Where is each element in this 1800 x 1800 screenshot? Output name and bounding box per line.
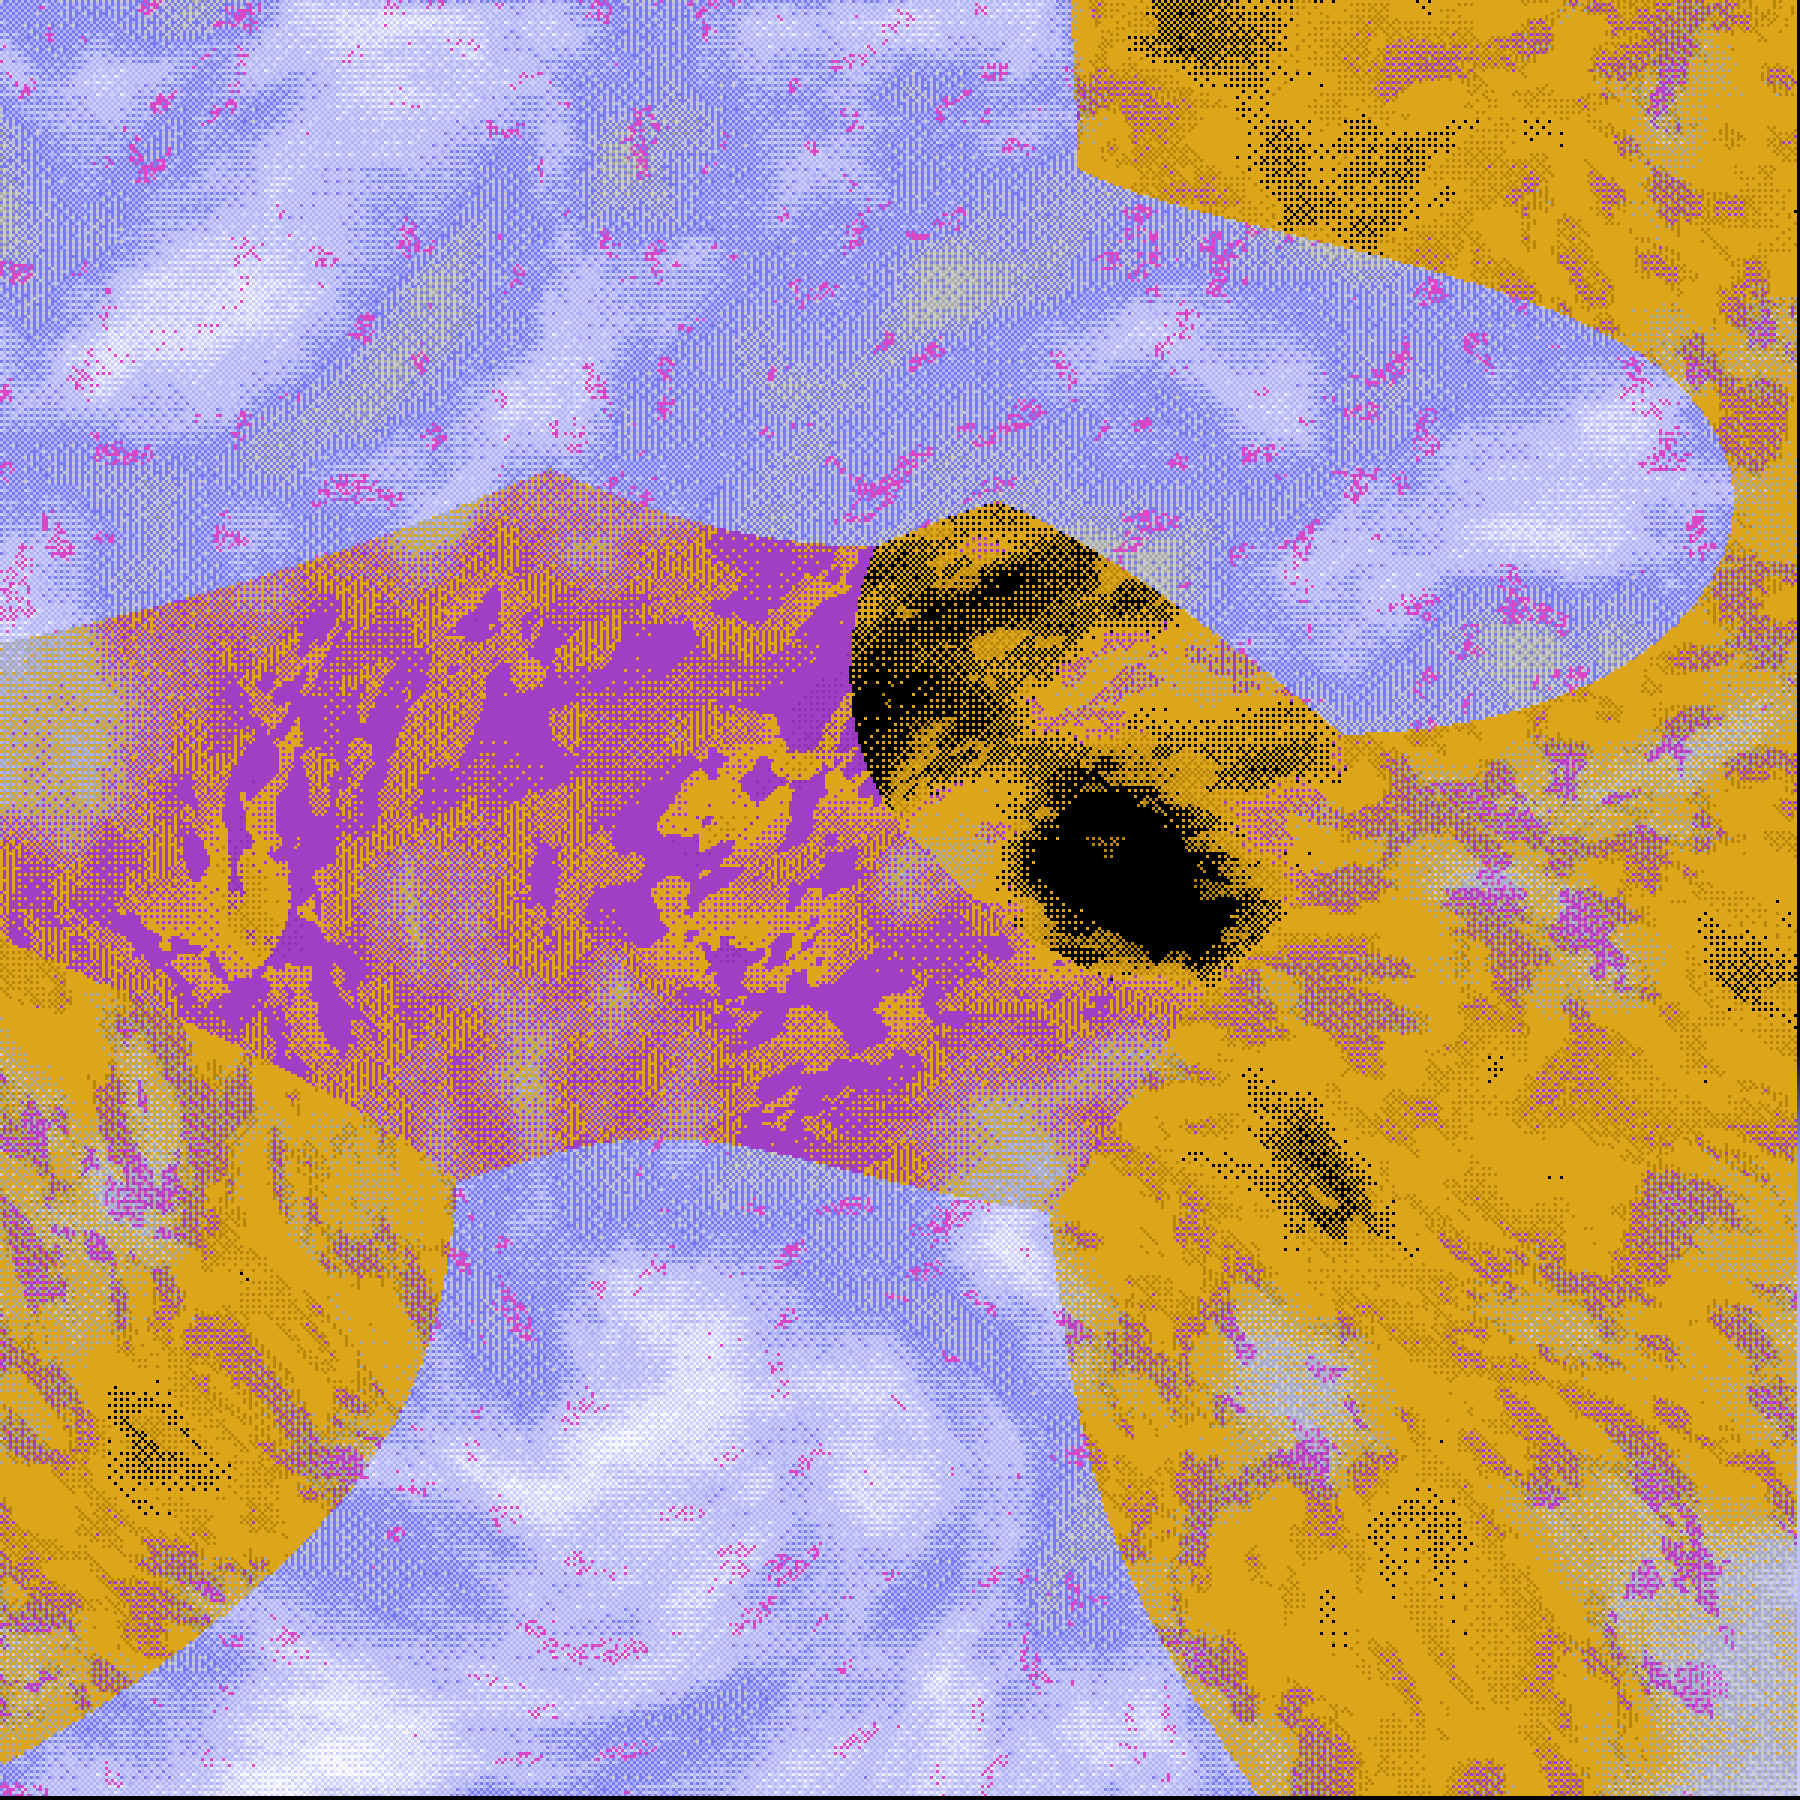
image-stage <box>0 0 1800 1800</box>
satellite-image-canvas <box>0 0 1800 1800</box>
